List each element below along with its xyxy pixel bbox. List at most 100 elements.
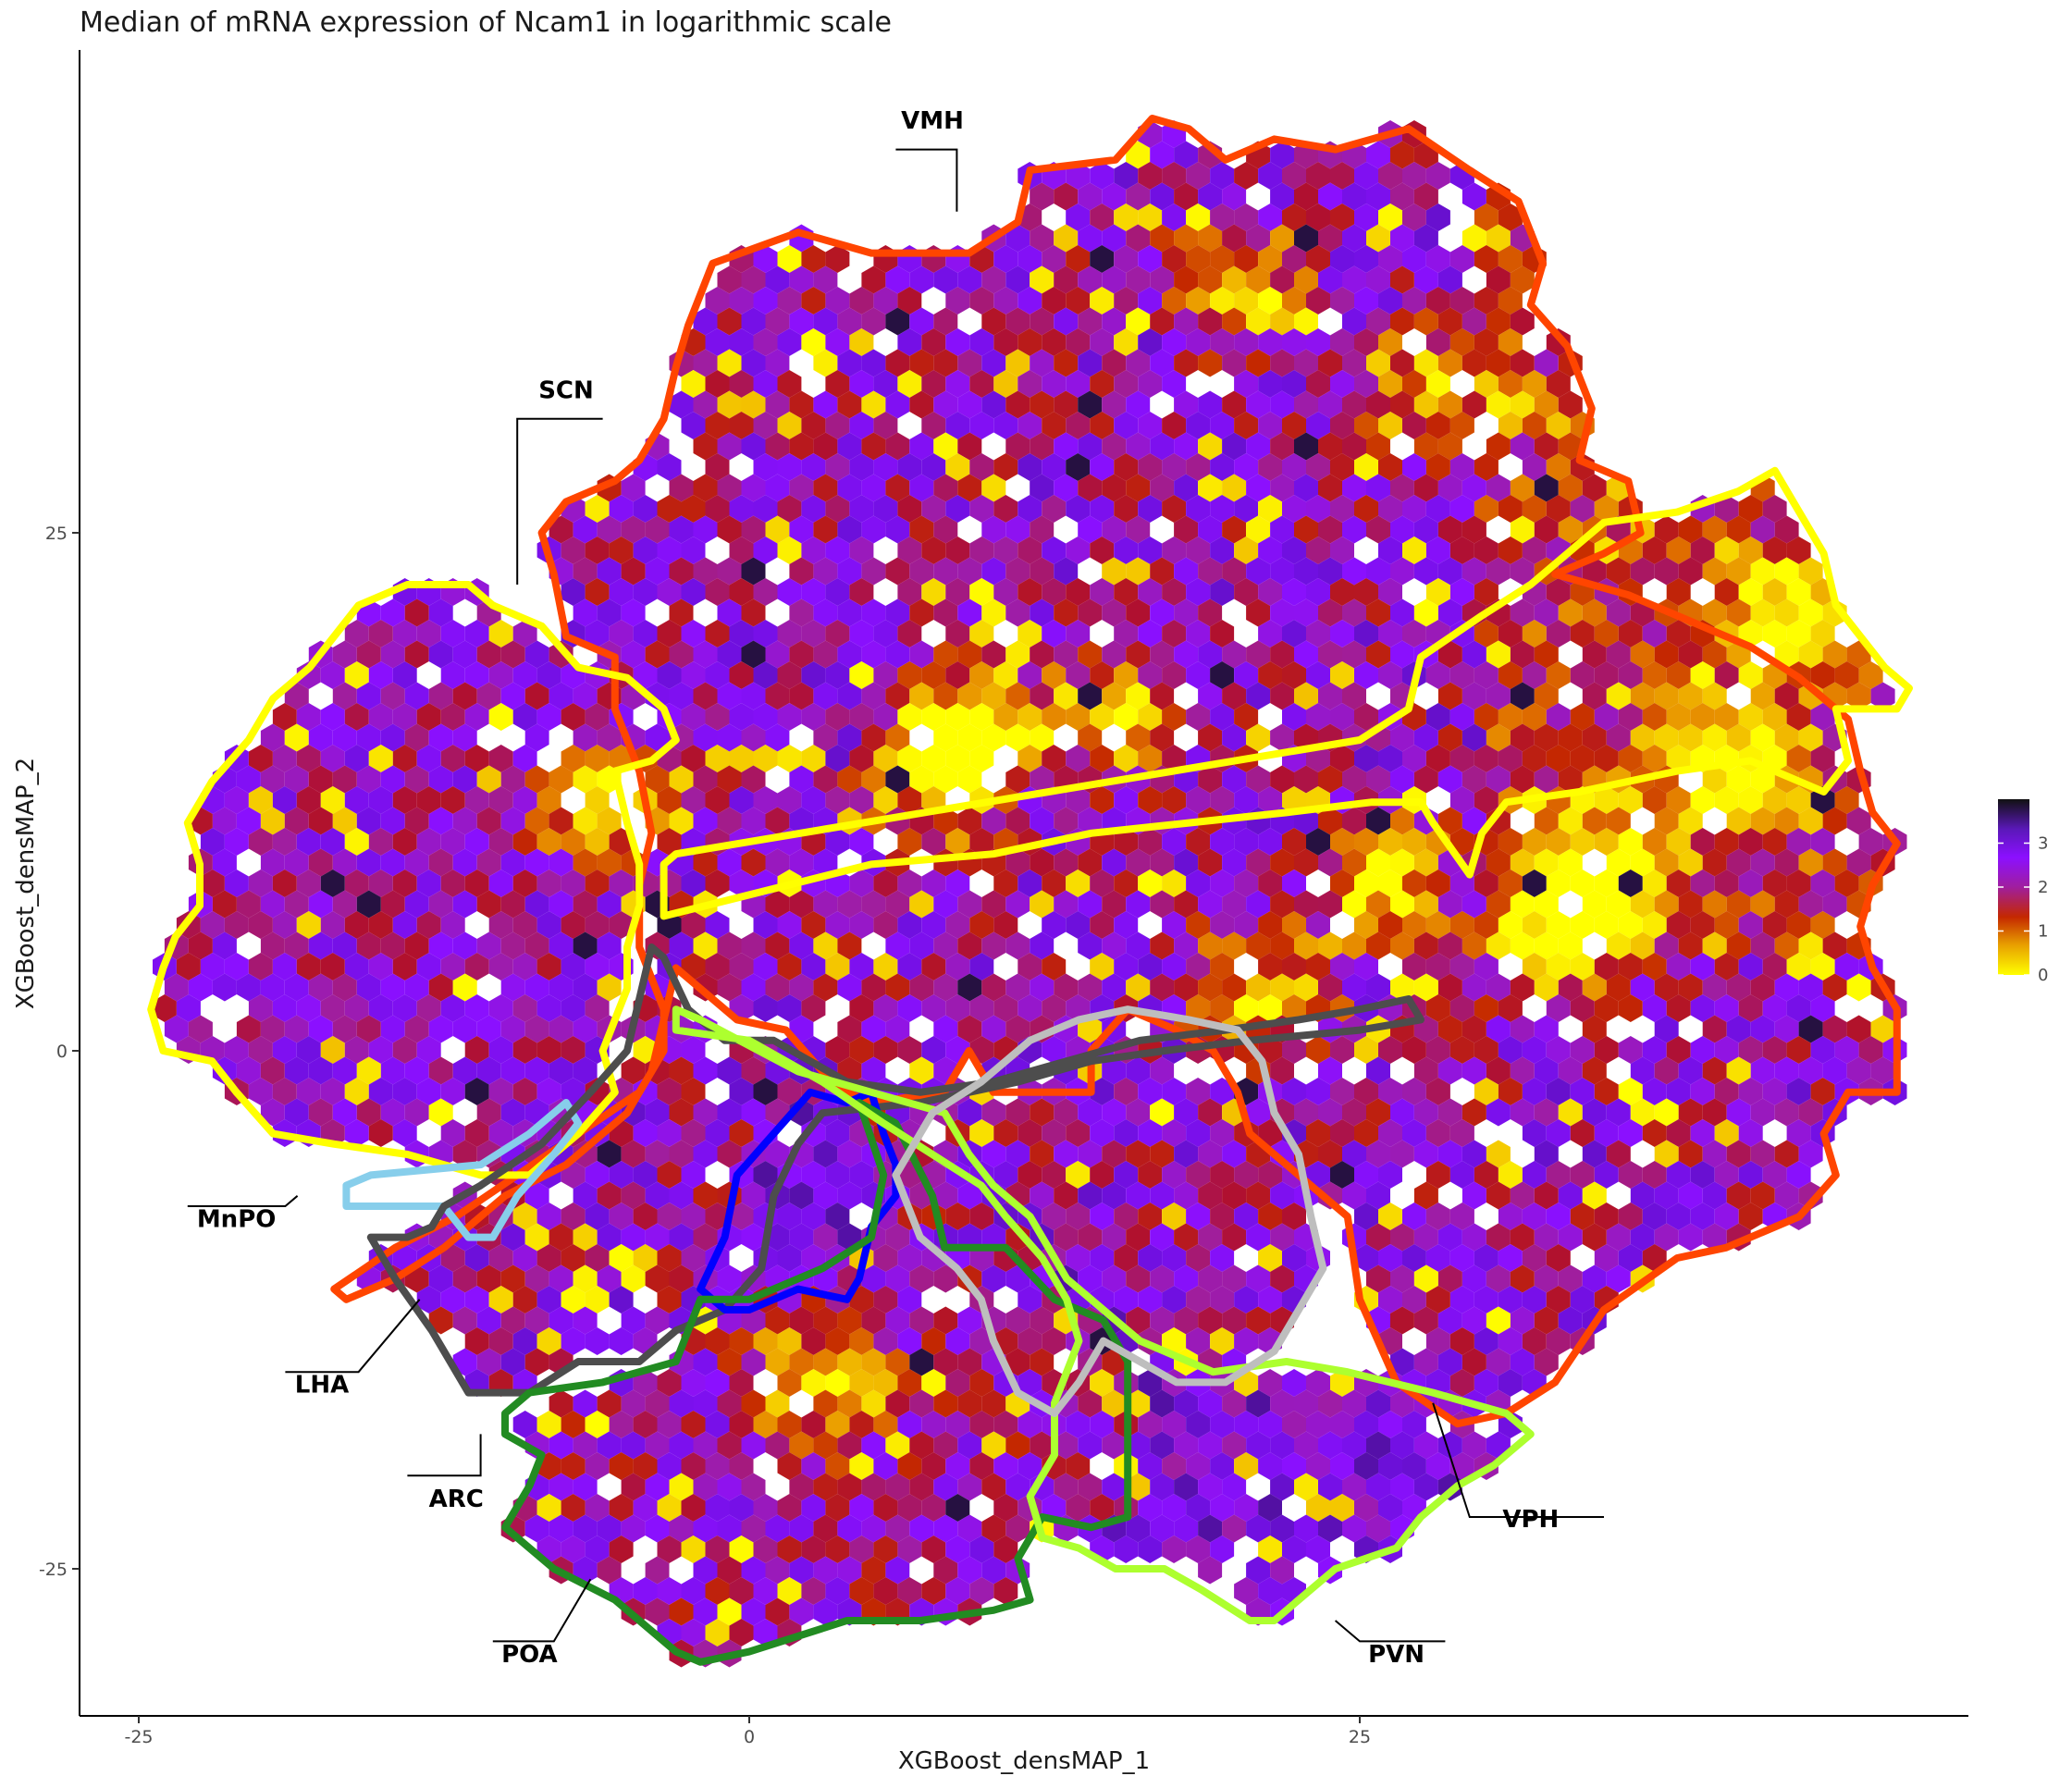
hex-bin bbox=[1114, 1286, 1139, 1314]
hex-bin bbox=[1150, 307, 1175, 336]
hex-bin bbox=[1402, 745, 1426, 772]
hex-bin bbox=[1330, 1036, 1354, 1064]
hex-bin bbox=[1534, 1140, 1559, 1168]
hex-bin bbox=[536, 870, 561, 897]
hex-bin bbox=[1474, 370, 1498, 398]
hex-bin bbox=[1750, 682, 1775, 710]
hex-bin bbox=[356, 931, 381, 960]
hex-bin bbox=[1258, 1286, 1282, 1314]
hex-bin bbox=[1042, 1202, 1067, 1230]
hex-bin bbox=[1390, 598, 1414, 627]
hex-bin bbox=[1198, 1556, 1223, 1585]
hex-bin bbox=[813, 390, 838, 419]
hex-bin bbox=[717, 848, 742, 877]
hex-bin bbox=[476, 1348, 501, 1376]
hex-bin bbox=[1318, 474, 1342, 502]
hex-bin bbox=[753, 953, 778, 980]
hex-bin bbox=[897, 745, 922, 772]
hex-bin bbox=[1762, 1161, 1787, 1189]
hex-bin bbox=[909, 1431, 934, 1460]
hex-bin bbox=[1498, 495, 1523, 523]
hex-bin bbox=[320, 953, 345, 980]
hex-bin bbox=[1402, 162, 1426, 190]
hex-bin bbox=[645, 1473, 670, 1501]
hex-bin bbox=[1102, 432, 1127, 461]
region-outline-unlabeled-gray bbox=[892, 1005, 1327, 1417]
hex-bin bbox=[1354, 370, 1378, 398]
hex-bin bbox=[1342, 515, 1366, 544]
hex-bin bbox=[512, 620, 537, 648]
hex-bin bbox=[717, 390, 742, 419]
colorbar-tick-label: 0 bbox=[2038, 966, 2048, 985]
hex-bin bbox=[1354, 412, 1378, 439]
hex-bin bbox=[1510, 1015, 1535, 1043]
hex-bin bbox=[1437, 598, 1462, 627]
hex-bin bbox=[825, 745, 850, 772]
hex-bin bbox=[1018, 370, 1042, 398]
hex-bin bbox=[1318, 973, 1342, 1002]
hex-bin bbox=[1750, 807, 1775, 835]
hex-bin bbox=[1246, 349, 1271, 377]
hex-bin bbox=[1294, 1098, 1318, 1127]
hex-bin bbox=[933, 765, 958, 794]
hex-bin bbox=[1846, 1015, 1871, 1043]
hex-bin bbox=[1750, 557, 1775, 586]
hex-bin bbox=[645, 723, 670, 752]
hex-bin bbox=[1138, 162, 1163, 190]
hex-bin bbox=[524, 973, 549, 1002]
hex-bin bbox=[609, 1202, 634, 1230]
hex-bin bbox=[1474, 578, 1498, 606]
hex-bin bbox=[1534, 598, 1559, 627]
hex-bin bbox=[789, 973, 814, 1002]
hex-bin bbox=[236, 765, 261, 794]
hex-bin bbox=[1714, 703, 1739, 731]
hex-bin bbox=[1234, 287, 1259, 314]
hex-bin bbox=[1498, 245, 1523, 273]
hex-bin bbox=[1174, 1431, 1199, 1460]
hex-bin bbox=[212, 931, 237, 960]
hex-bin bbox=[561, 1536, 586, 1563]
hex-bin bbox=[693, 557, 718, 586]
hex-bin bbox=[837, 1140, 862, 1168]
hex-bin bbox=[885, 307, 910, 336]
hex-bin bbox=[1390, 1431, 1414, 1460]
hex-bin bbox=[440, 786, 465, 814]
hex-bin bbox=[825, 1577, 850, 1605]
hex-bin bbox=[597, 1556, 622, 1585]
hex-bin bbox=[1150, 1056, 1175, 1085]
hex-bin bbox=[320, 828, 345, 856]
hex-bin bbox=[1258, 1119, 1282, 1147]
hex-bin bbox=[789, 474, 814, 502]
hex-bin bbox=[957, 432, 982, 461]
hex-bin bbox=[1126, 848, 1151, 877]
hex-bin bbox=[1486, 640, 1511, 669]
hex-bin bbox=[1078, 973, 1103, 1002]
hex-bin bbox=[981, 1514, 1006, 1543]
hex-bin bbox=[885, 723, 910, 752]
hex-bin bbox=[488, 1078, 513, 1105]
hex-bin bbox=[1234, 536, 1259, 564]
hex-bin bbox=[524, 931, 549, 960]
hex-bin bbox=[1042, 287, 1067, 314]
hex-bin bbox=[1234, 828, 1259, 856]
hex-bin bbox=[500, 682, 525, 710]
hex-bin bbox=[981, 515, 1006, 544]
hex-bin bbox=[1066, 245, 1091, 273]
hex-bin bbox=[645, 765, 670, 794]
hex-bin bbox=[813, 349, 838, 377]
hex-bin bbox=[1449, 745, 1474, 772]
hex-bin bbox=[753, 245, 778, 273]
hex-bin bbox=[573, 890, 598, 919]
hex-bin bbox=[777, 1411, 802, 1438]
hex-bin bbox=[1366, 474, 1390, 502]
hex-bin bbox=[1126, 224, 1151, 253]
hex-bin bbox=[1558, 723, 1583, 752]
hex-bin bbox=[524, 1514, 549, 1543]
hex-bin bbox=[993, 453, 1018, 481]
hex-bin bbox=[1162, 328, 1187, 356]
hex-bin bbox=[1246, 265, 1271, 294]
hex-bin bbox=[1066, 620, 1091, 648]
hex-bin bbox=[368, 953, 393, 980]
hex-bin bbox=[1270, 474, 1294, 502]
hex-bin bbox=[1318, 224, 1342, 253]
